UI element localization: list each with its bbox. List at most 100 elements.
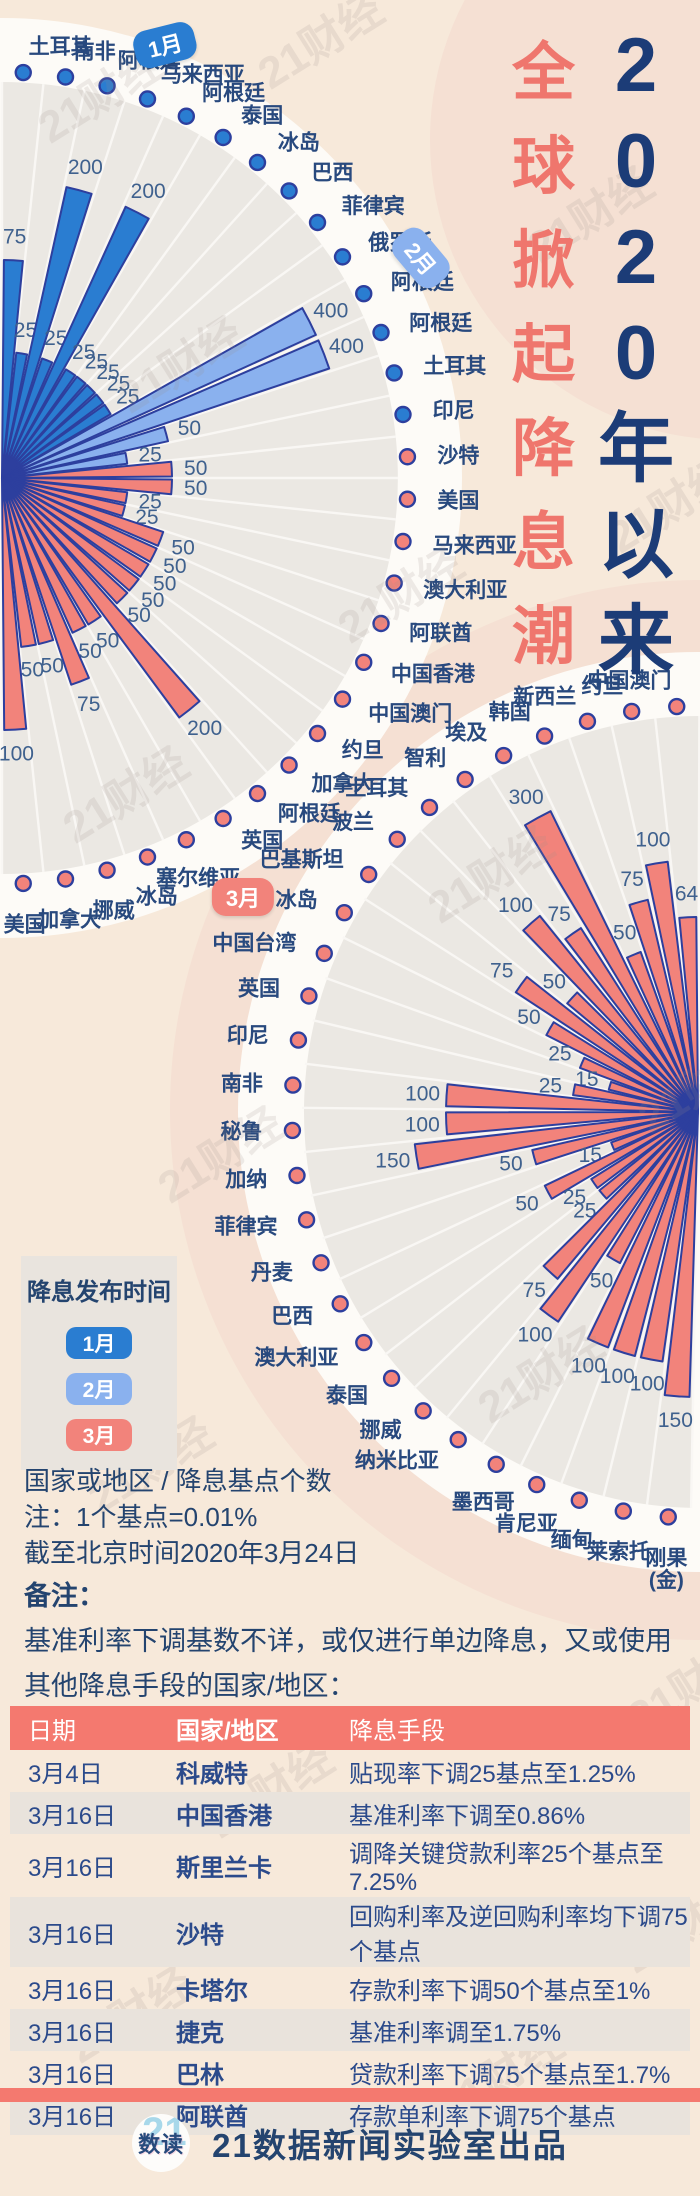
legend-pill-3月: 3月 [66,1419,132,1451]
bar-value-label: 50 [96,630,119,653]
country-dot [138,848,157,866]
rate-cut-bar [1,186,93,479]
table-cell: 3月16日 [28,1855,117,1882]
table-cell: 调降关键贷款利率25个基点至7.25% [349,1841,664,1896]
month-badge-1: 1月 [130,19,200,71]
remark-block: 备注： 基准利率下调基数不详，或仅进行单边降息，又或使用其他降息手段的国家/地区… [24,1574,684,1709]
country-dot [333,248,352,266]
country-label: 美国 [437,489,479,513]
table-header-row: 日期 国家/地区 降息手段 [10,1706,690,1750]
title-char: 全 [512,38,575,108]
bottom-divider-bar [0,2088,700,2102]
country-dot [248,153,267,172]
page-title-line2: 全球掀起降息潮 [512,26,575,684]
legend-box: 降息发布时间 1月 2月 3月 [21,1256,177,1470]
country-label: 土耳其 [423,354,486,378]
note-country-axis: 国家或地区 / 降息基点个数 [24,1466,332,1496]
country-dot [177,831,196,849]
rate-cut-bar [1,368,77,479]
remark-text: 基准利率下调基数不详，或仅进行单边降息，又或使用其他降息手段的国家/地区： [24,1626,672,1701]
bar-value-label: 25 [44,327,67,350]
bar-value-label: 75 [3,225,26,248]
country-dot [177,107,196,125]
table-cell: 3月16日 [10,2009,158,2051]
country-label: 沙特 [437,443,479,467]
rate-cut-bar [1,477,129,505]
table-cell: 巴林 [176,2061,224,2089]
table-cell: 回购利率及逆回购利率均下调75个基点 [331,1897,690,1967]
country-dot [214,128,232,147]
country-label: 阿根廷 [202,82,266,105]
table-cell: 基准利率下调至0.86% [331,1792,690,1834]
country-label: 泰国 [240,105,283,128]
table-row: 3月16日 斯里兰卡 调降关键贷款利率25个基点至7.25% [10,1834,690,1897]
rate-cut-bar [1,351,29,479]
table-header-cell: 日期 [10,1706,158,1750]
country-dot [398,490,417,508]
table-row: 3月4日 科威特 贴现率下调25基点至1.25% [10,1750,690,1792]
country-label: 南非 [74,39,116,63]
rate-cut-bar [1,477,126,517]
table-row: 3月16日 中国香港 基准利率下调至0.86% [10,1792,690,1834]
title-char: 潮 [512,602,575,672]
bar-value-label: 50 [153,573,176,596]
rate-cut-bar [1,339,331,479]
title-char: 0 [614,311,658,396]
month-badge-3: 3月 [211,878,275,916]
page-title-line1: 2 0 2 0 年以来 [598,18,674,690]
table-cell: 3月4日 [28,1760,103,1788]
bar-value-label: 50 [184,477,207,500]
country-dot [355,284,373,303]
table-row: 3月16日 沙特 回购利率及逆回购利率均下调75个基点 [10,1897,690,1967]
brand-watermark: 21财经 [249,0,392,99]
remark-label: 备注： [24,1581,105,1611]
country-label: 马来西亚 [433,534,517,558]
rate-cut-bar [1,375,87,479]
rate-cut-bar [1,477,87,634]
rate-cut-bar [1,477,158,563]
country-dot [394,405,412,424]
legend-title: 降息发布时间 [27,1279,171,1306]
brand-watermark: 21财经 [109,308,252,423]
country-dot [98,861,116,879]
country-dot [214,809,232,828]
bar-value-label: 100 [0,743,34,766]
bar-value-label: 25 [135,506,158,529]
title-char: 以 [598,503,674,588]
country-dot [14,874,32,893]
bar-value-label: 25 [138,490,161,513]
country-dot [333,690,352,708]
bar-value-label: 25 [14,319,37,342]
rate-cut-bar [1,259,24,479]
country-dot [280,182,298,200]
rate-cut-bar [1,477,129,605]
table-cell: 斯里兰卡 [176,1855,272,1882]
logo-21-text: 21 [142,2114,187,2154]
country-dot [394,532,412,551]
country-label: 美国 [4,912,46,936]
bar-value-label: 50 [41,654,64,677]
country-dot [56,870,75,888]
table-row: 3月16日 巴林 贷款利率下调75个基点至1.7% [10,2051,690,2093]
table-cell: 基准利率调至1.75% [331,2009,690,2051]
rate-cut-bar [1,451,129,479]
rate-cut-bar [1,477,140,592]
rate-cut-bar [1,477,37,648]
rate-cut-bar [1,307,317,479]
rate-cut-bar [1,384,96,479]
table-cell: 捷克 [158,2009,331,2051]
country-label: 土耳其 [29,35,92,59]
country-dot [138,90,157,108]
country-dot [98,77,116,95]
other-measures-table: 日期 国家/地区 降息手段 3月4日 科威特 贴现率下调25基点至1.25% 3月16日中… [10,1706,690,2135]
table-cell: 科威特 [176,1760,248,1788]
title-char: 起 [512,320,575,390]
rate-cut-bar [1,477,201,719]
country-label: 印尼 [433,399,475,422]
country-label: 菲律宾 [342,194,405,218]
country-dot [372,323,390,342]
bar-value-label: 50 [163,555,186,578]
bar-value-label: 50 [171,537,194,560]
bar-value-label: 25 [138,444,161,467]
